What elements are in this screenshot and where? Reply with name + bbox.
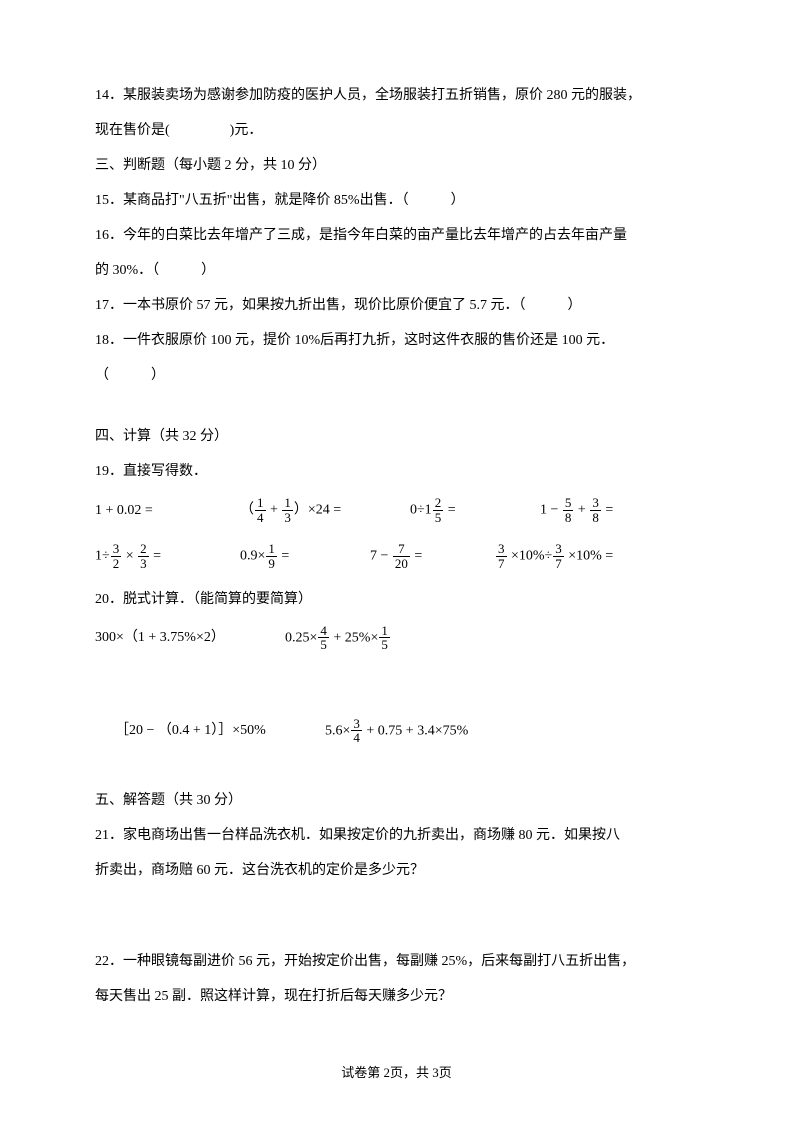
r1c4-a: 1 − <box>540 502 562 517</box>
question-17: 17．一本书原价 57 元，如果按九折出售，现价比原价便宜了 5.7 元．（ ） <box>95 295 698 316</box>
calc-row-2: 1÷32 × 23 = 0.9×19 = 7 − 720 = 37 ×10%÷3… <box>95 542 698 570</box>
r3c1: 300×（1 + 3.75%×2） <box>95 627 285 648</box>
calc-row-1: 1 + 0.02 = （14 + 13）×24 = 0÷125 = 1 − 58… <box>95 496 698 524</box>
r2c3-eq: = <box>411 549 422 564</box>
question-16-line1: 16．今年的白菜比去年增产了三成，是指今年白菜的亩产量比去年增产的占去年亩产量 <box>95 225 698 246</box>
r4c1: ［20 − （0.4 + 1）］×50% <box>115 720 325 741</box>
fraction-icon: 58 <box>563 496 574 524</box>
fraction-icon: 13 <box>282 496 293 524</box>
section-3-header: 三、判断题（每小题 2 分，共 10 分） <box>95 155 698 176</box>
r1c2-plus: + <box>267 502 282 517</box>
r2c4-end: ×10% = <box>565 549 613 564</box>
r1c4-eq: = <box>602 502 613 517</box>
question-18-line1: 18．一件衣服原价 100 元，提价 10%后再打九折，这时这件衣服的售价还是 … <box>95 330 698 351</box>
r3c2: 0.25×45 + 25%×15 <box>285 624 391 652</box>
question-16-line2: 的 30%．（ ） <box>95 260 698 281</box>
fraction-icon: 23 <box>138 542 149 570</box>
r3c2-mid: + 25%× <box>330 630 378 645</box>
r1c3-eq: = <box>444 502 455 517</box>
r1c4-plus: + <box>574 502 589 517</box>
fraction-icon: 19 <box>266 542 277 570</box>
fraction-icon: 34 <box>351 717 362 745</box>
fraction-icon: 37 <box>553 542 564 570</box>
r4c2: 5.6×34 + 0.75 + 3.4×75% <box>325 717 468 745</box>
r1c1: 1 + 0.02 = <box>95 500 240 521</box>
q14-line1: 14． <box>95 88 123 103</box>
r1c2-rp: ）×24 = <box>294 502 341 517</box>
fraction-icon: 14 <box>255 496 266 524</box>
fraction-icon: 15 <box>379 624 390 652</box>
r2c2-eq: = <box>278 549 289 564</box>
calc-row-4: ［20 − （0.4 + 1）］×50% 5.6×34 + 0.75 + 3.4… <box>95 717 698 745</box>
question-21-line1: 21．家电商场出售一台样品洗衣机．如果按定价的九折卖出，商场赚 80 元．如果按… <box>95 825 698 846</box>
r2c1-a: 1÷ <box>95 549 110 564</box>
section-4-header: 四、计算（共 32 分） <box>95 426 698 447</box>
question-19-title: 19．直接写得数． <box>95 461 698 482</box>
section-5-header: 五、解答题（共 30 分） <box>95 790 698 811</box>
r1c3: 0÷125 = <box>410 496 540 524</box>
r4c2-a: 5.6× <box>325 723 350 738</box>
r2c3-a: 7 − <box>370 549 392 564</box>
r1c2-lp: （ <box>240 502 254 517</box>
fraction-icon: 38 <box>590 496 601 524</box>
question-18-line2: （ ） <box>95 365 698 386</box>
fraction-icon: 25 <box>433 496 444 524</box>
q14-line1b: 某服装卖场为感谢参加防疫的医护人员，全场服装打五折销售，原价 280 元的服装， <box>123 88 641 103</box>
question-15: 15．某商品打"八五折"出售，就是降价 85%出售．（ ） <box>95 190 698 211</box>
r1c4: 1 − 58 + 38 = <box>540 496 613 524</box>
r2c3: 7 − 720 = <box>370 542 495 570</box>
fraction-icon: 720 <box>393 542 410 570</box>
r1c1-text: 1 + 0.02 = <box>95 503 153 518</box>
r2c1-eq: = <box>150 549 161 564</box>
r3c2-a: 0.25× <box>285 630 317 645</box>
r2c1: 1÷32 × 23 = <box>95 542 240 570</box>
r2c2-a: 0.9× <box>240 549 265 564</box>
fraction-icon: 45 <box>318 624 329 652</box>
r2c4: 37 ×10%÷37 ×10% = <box>495 542 613 570</box>
question-20-title: 20．脱式计算．（能简算的要简算） <box>95 589 698 610</box>
fraction-icon: 32 <box>111 542 122 570</box>
question-14-line2: 现在售价是( )元． <box>95 120 698 141</box>
q14-l2a: 现在售价是( <box>95 123 170 138</box>
r2c2: 0.9×19 = <box>240 542 370 570</box>
question-22-line1: 22．一种眼镜每副进价 56 元，开始按定价出售，每副赚 25%，后来每副打八五… <box>95 951 698 972</box>
q14-l2b: )元． <box>230 123 263 138</box>
fraction-icon: 37 <box>496 542 507 570</box>
question-22-line2: 每天售出 25 副．照这样计算，现在打折后每天赚多少元？ <box>95 986 698 1007</box>
r1c2: （14 + 13）×24 = <box>240 496 410 524</box>
question-14: 14．某服装卖场为感谢参加防疫的医护人员，全场服装打五折销售，原价 280 元的… <box>95 85 698 106</box>
r1c3-a: 0÷1 <box>410 502 432 517</box>
question-21-line2: 折卖出，商场赔 60 元．这台洗衣机的定价是多少元？ <box>95 860 698 881</box>
r2c1-times: × <box>122 549 137 564</box>
calc-row-3: 300×（1 + 3.75%×2） 0.25×45 + 25%×15 <box>95 624 698 652</box>
r4c2-end: + 0.75 + 3.4×75% <box>363 723 468 738</box>
r2c4-mid: ×10%÷ <box>508 549 553 564</box>
page-footer: 试卷第 2页，共 3页 <box>0 1063 793 1083</box>
